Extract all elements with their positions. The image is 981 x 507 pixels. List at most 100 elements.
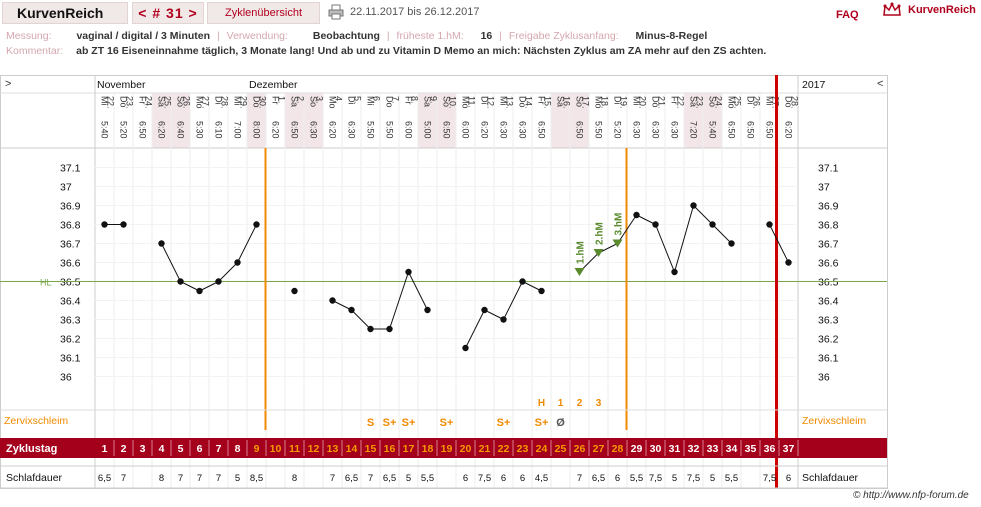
temp-point bbox=[785, 259, 792, 266]
weekday-label: Mi bbox=[100, 96, 110, 106]
date-label: 22. bbox=[676, 96, 686, 109]
sleep-value: 6,5 bbox=[98, 473, 111, 484]
temp-point bbox=[481, 306, 488, 314]
faq-link[interactable]: FAQ bbox=[836, 9, 859, 21]
time-label: 6:30 bbox=[518, 121, 528, 139]
cycle-day: 32 bbox=[688, 443, 700, 455]
temp-point bbox=[329, 297, 336, 304]
temp-segment bbox=[465, 309, 485, 349]
temp-segment bbox=[161, 243, 181, 282]
cycle-day: 19 bbox=[441, 443, 453, 455]
zervix-value: S+ bbox=[535, 417, 549, 429]
date-label: 8. bbox=[410, 96, 420, 104]
weekday-label: Do bbox=[252, 96, 262, 108]
kommentar-label: Kommentar: bbox=[6, 45, 64, 57]
cycle-day: 18 bbox=[422, 443, 434, 455]
printer-icon[interactable] bbox=[328, 4, 344, 20]
time-label: 6:40 bbox=[176, 121, 186, 139]
cycle-day: 16 bbox=[384, 443, 396, 455]
zervix-label-left: Zervixschleim bbox=[4, 415, 68, 427]
time-label: 6:00 bbox=[404, 121, 414, 139]
date-label: 15. bbox=[543, 96, 553, 109]
y-tick-left: 36.1 bbox=[60, 353, 81, 365]
sleep-value: 5,5 bbox=[725, 473, 738, 484]
y-tick-right: 36.7 bbox=[818, 239, 839, 251]
schlaf-label-left: Schlafdauer bbox=[6, 472, 63, 484]
weekday-label: Mi bbox=[499, 96, 509, 106]
weekday-label: Fr bbox=[537, 96, 547, 105]
cycle-day: 9 bbox=[254, 443, 260, 455]
sleep-value: 7 bbox=[330, 473, 335, 484]
sleep-value: 5 bbox=[672, 473, 677, 484]
cycle-day: 33 bbox=[707, 443, 719, 455]
date-label: 27. bbox=[201, 96, 211, 109]
temp-segment bbox=[655, 224, 675, 273]
sleep-value: 5 bbox=[235, 473, 240, 484]
y-tick-left: 36.4 bbox=[60, 296, 81, 308]
cycle-day: 23 bbox=[517, 443, 529, 455]
time-label: 6:50 bbox=[575, 121, 585, 139]
sleep-value: 5 bbox=[710, 473, 715, 484]
temp-point bbox=[291, 287, 298, 295]
y-tick-left: 36.5 bbox=[60, 277, 81, 289]
temp-point bbox=[500, 316, 507, 323]
time-label: 6:50 bbox=[727, 121, 737, 139]
hm-label: 2.hM bbox=[595, 222, 606, 245]
time-label: 6:30 bbox=[347, 121, 357, 139]
y-tick-right: 36.8 bbox=[818, 220, 839, 232]
cycle-day: 25 bbox=[555, 443, 567, 455]
sleep-value: 6,5 bbox=[592, 473, 605, 484]
cycle-day: 29 bbox=[631, 443, 643, 455]
date-label: 29. bbox=[239, 96, 249, 109]
y-tick-left: 36.2 bbox=[60, 334, 81, 346]
date-label: 14. bbox=[524, 96, 534, 109]
overview-button[interactable]: Zyklenübersicht bbox=[207, 2, 320, 24]
date-label: 25. bbox=[733, 96, 743, 109]
temp-segment bbox=[237, 224, 257, 263]
cycle-day: 10 bbox=[270, 443, 282, 455]
month-label: Dezember bbox=[249, 79, 298, 91]
weekday-label: Fr bbox=[670, 96, 680, 105]
logo[interactable]: KurvenReich bbox=[2, 2, 128, 24]
brand-link[interactable]: KurvenReich bbox=[882, 2, 976, 18]
zervix-value: S+ bbox=[402, 417, 416, 429]
zervix-value: S+ bbox=[497, 417, 511, 429]
temp-segment bbox=[712, 224, 732, 244]
date-label: 22. bbox=[106, 96, 116, 109]
time-label: 6:50 bbox=[442, 121, 452, 139]
date-label: 10. bbox=[448, 96, 458, 109]
date-label: 26. bbox=[752, 96, 762, 109]
cycle-day: 5 bbox=[178, 443, 184, 455]
hm-marker bbox=[593, 249, 604, 257]
date-label: 2. bbox=[296, 96, 306, 104]
date-label: 19. bbox=[619, 96, 629, 109]
temp-segment bbox=[769, 224, 789, 263]
time-label: 5:30 bbox=[195, 121, 205, 139]
temp-segment bbox=[617, 214, 637, 244]
temp-point bbox=[196, 287, 203, 295]
messung-label: Messung: bbox=[6, 30, 52, 42]
temp-point bbox=[348, 306, 355, 314]
freigabe-label: Freigabe Zyklusanfang: bbox=[508, 30, 619, 42]
cycle-day: 36 bbox=[764, 443, 776, 455]
cycle-nav[interactable]: < # 31 > bbox=[132, 2, 204, 24]
weekday-label: Mi bbox=[632, 96, 642, 106]
date-label: 1. bbox=[277, 96, 287, 104]
weekend-shade bbox=[285, 93, 304, 148]
date-label: 20. bbox=[638, 96, 648, 109]
schlaf-label-right: Schlafdauer bbox=[802, 472, 859, 484]
y-tick-left: 36.3 bbox=[60, 315, 81, 327]
time-label: 6:30 bbox=[651, 121, 661, 139]
y-tick-left: 37 bbox=[60, 182, 72, 194]
weekday-label: So bbox=[309, 96, 319, 107]
weekend-shade bbox=[551, 93, 570, 148]
temp-point bbox=[120, 221, 127, 228]
temp-point bbox=[101, 221, 108, 228]
mark-label: 3 bbox=[596, 398, 602, 409]
time-label: 6:30 bbox=[499, 121, 509, 139]
weekday-label: Di bbox=[746, 96, 756, 105]
sleep-value: 6 bbox=[520, 473, 525, 484]
y-tick-right: 36.3 bbox=[818, 315, 839, 327]
date-label: 12. bbox=[486, 96, 496, 109]
separator: | bbox=[386, 30, 390, 42]
